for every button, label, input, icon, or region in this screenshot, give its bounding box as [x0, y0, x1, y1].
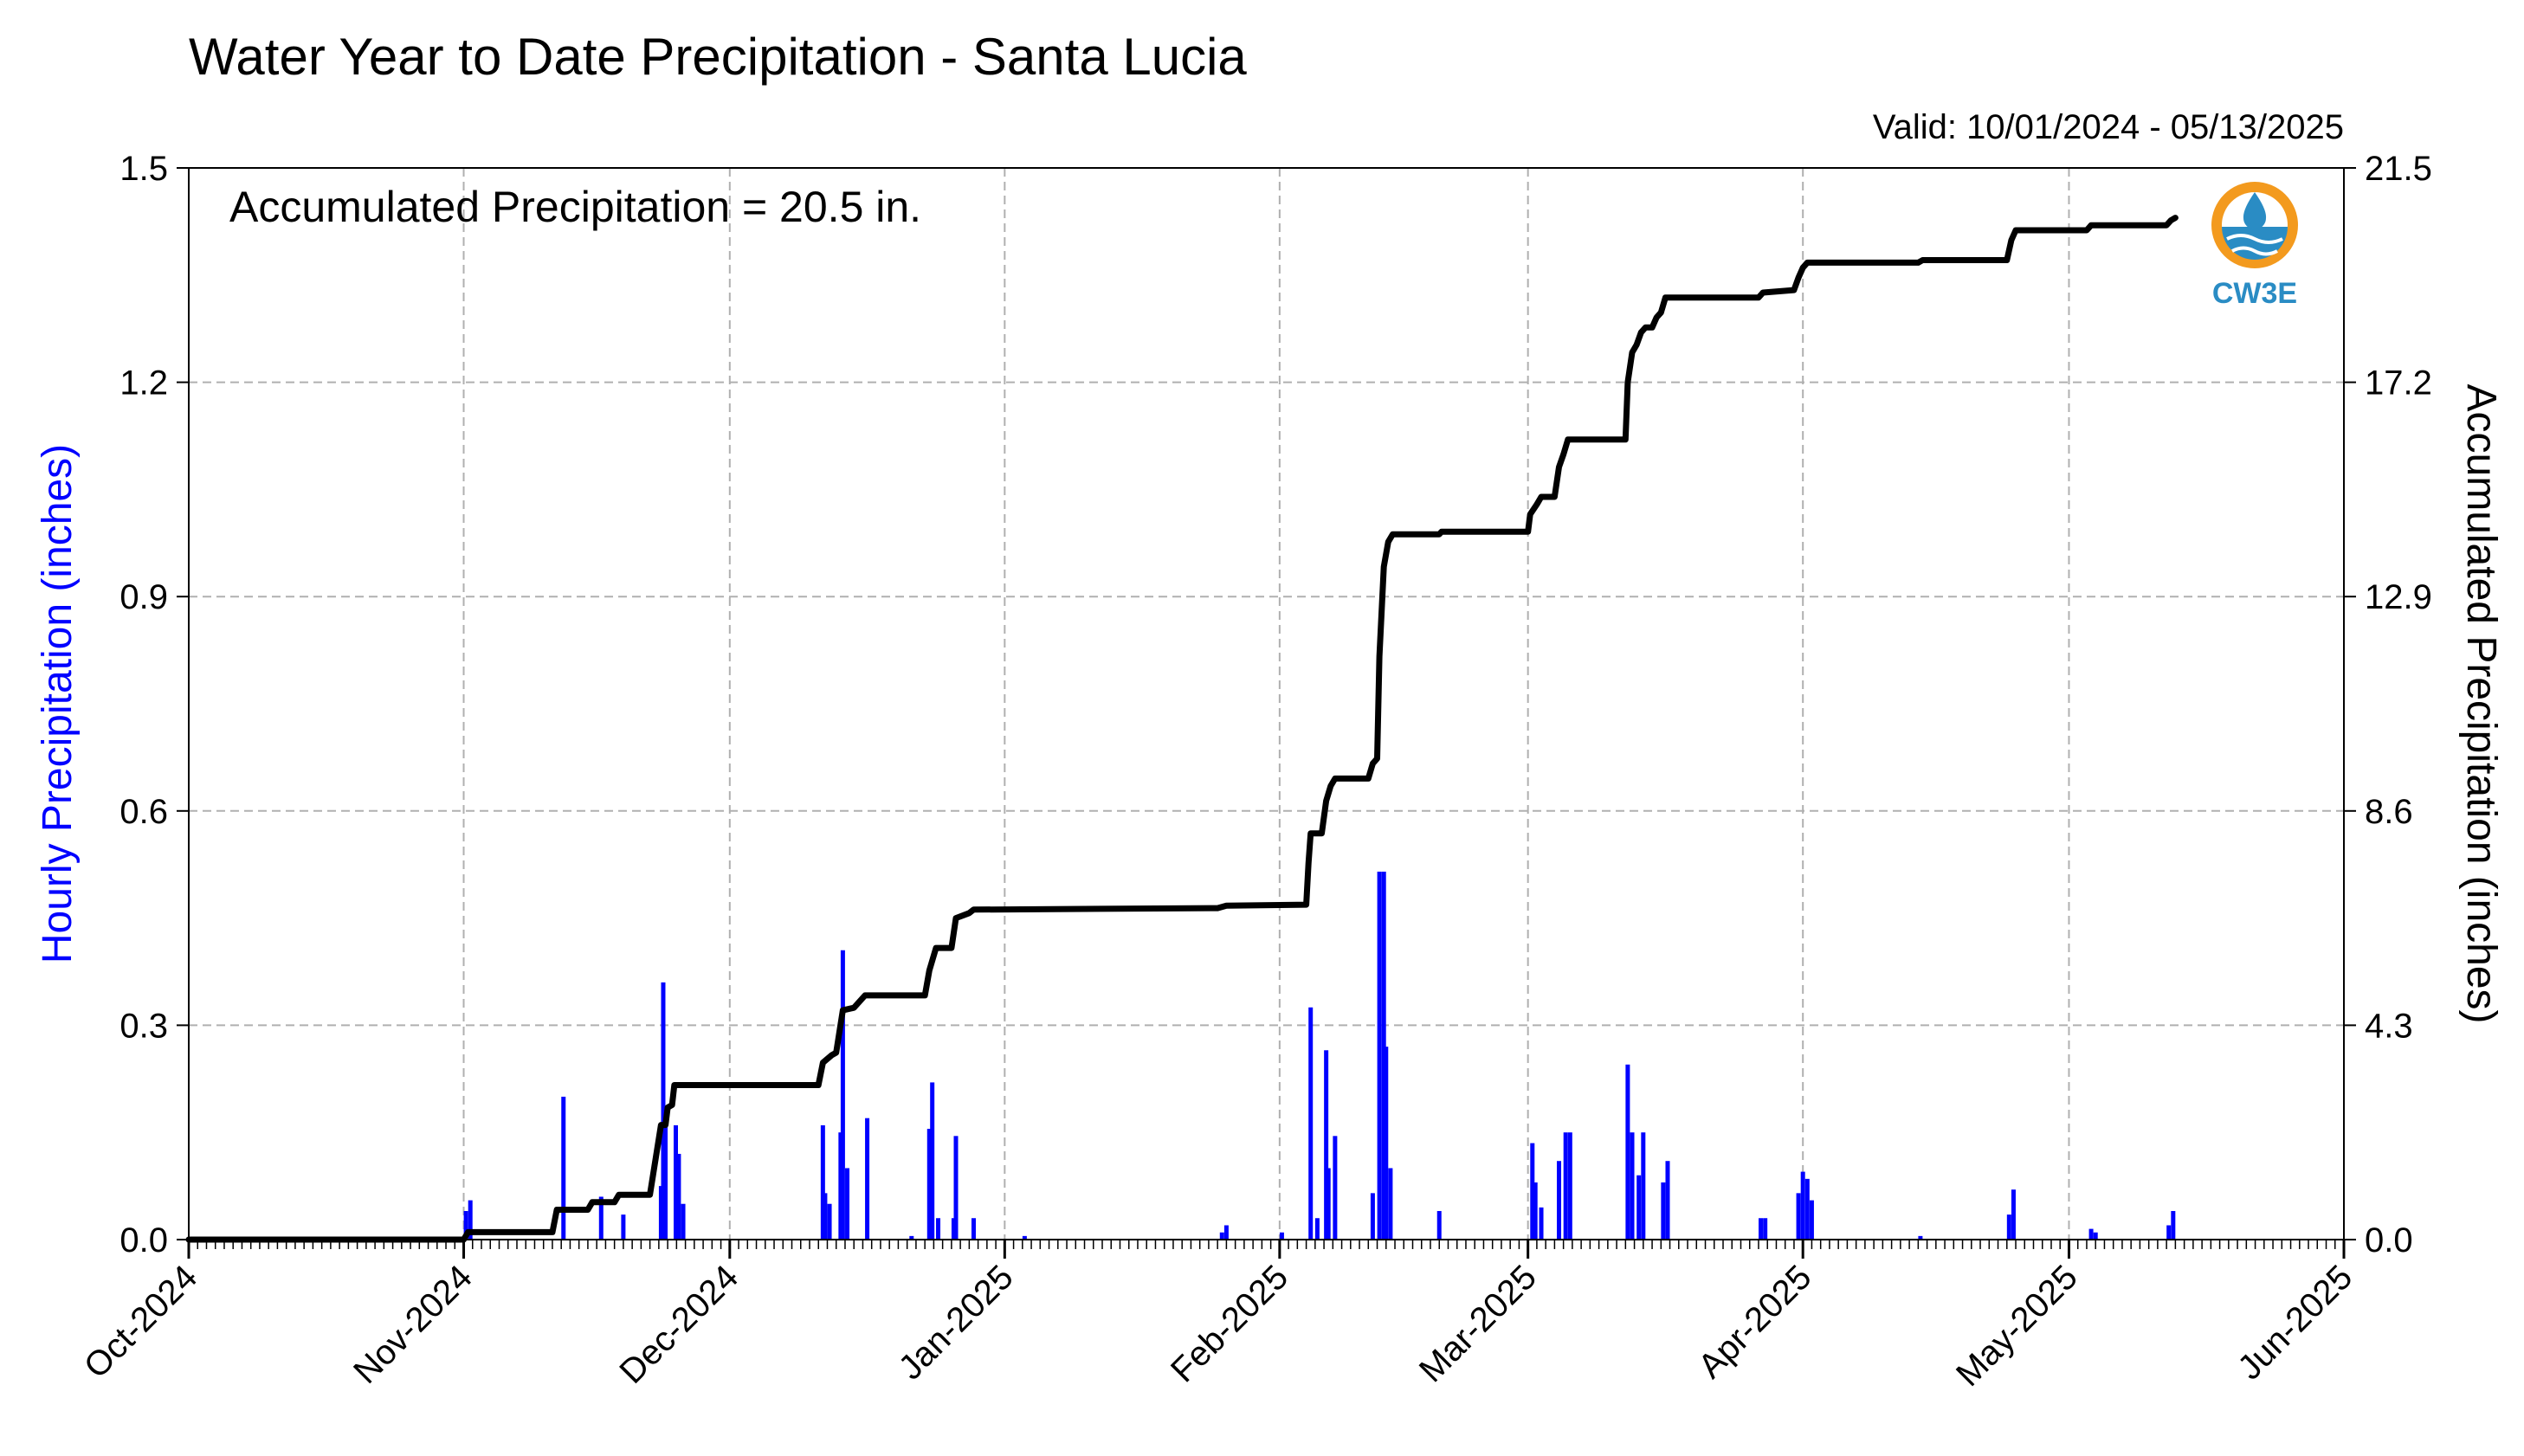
- hourly-bar: [1539, 1207, 1544, 1240]
- hourly-bar: [1641, 1132, 1646, 1240]
- hourly-bar: [926, 1129, 932, 1240]
- hourly-bar: [2011, 1189, 2016, 1240]
- hourly-bar: [909, 1235, 914, 1240]
- hourly-bar: [1759, 1218, 1764, 1240]
- hourly-bar: [1370, 1193, 1375, 1240]
- plot-frame: [188, 167, 2345, 1240]
- hourly-bar: [838, 1132, 843, 1240]
- hourly-bar: [1022, 1235, 1027, 1240]
- hourly-bar: [598, 1196, 604, 1240]
- hourly-bar: [823, 1193, 828, 1240]
- left-y-axis-label: Hourly Precipitation (inches): [35, 444, 81, 963]
- hourly-bar: [1377, 871, 1382, 1240]
- hourly-bar: [1388, 1168, 1393, 1240]
- left-y-tick-label: 0.6: [119, 793, 168, 831]
- gridlines: [189, 168, 2344, 1240]
- hourly-bar: [1625, 1064, 1630, 1240]
- hourly-bar: [2171, 1210, 2176, 1240]
- hourly-bar: [1381, 871, 1386, 1240]
- hourly-bar: [674, 1124, 679, 1240]
- accumulation-annotation: Accumulated Precipitation = 20.5 in.: [229, 183, 921, 231]
- hourly-bar: [681, 1203, 686, 1240]
- left-y-tick-label: 0.0: [119, 1221, 168, 1260]
- right-y-axis: 0.0 4.3 8.6 12.9 17.2 21.5: [2344, 150, 2432, 1260]
- hourly-bar: [1533, 1182, 1538, 1240]
- hourly-bar: [1563, 1132, 1568, 1240]
- right-y-axis-label: Accumulated Precipitation (inches): [2458, 383, 2504, 1023]
- hourly-bar: [1800, 1171, 1805, 1240]
- hourly-bar: [1279, 1232, 1284, 1240]
- hourly-bar: [1436, 1210, 1442, 1240]
- hourly-bar: [2166, 1225, 2172, 1240]
- hourly-bar: [663, 1111, 668, 1240]
- hourly-bar: [2093, 1232, 2098, 1240]
- hourly-bar: [840, 950, 845, 1240]
- hourly-bar: [1665, 1161, 1670, 1240]
- hourly-bar: [1223, 1225, 1229, 1240]
- right-y-tick-label: 8.6: [2365, 793, 2413, 831]
- valid-date-range: Valid: 10/01/2024 - 05/13/2025: [1873, 108, 2344, 146]
- logo-text: CW3E: [2212, 277, 2297, 310]
- right-y-tick-label: 12.9: [2365, 578, 2432, 616]
- right-y-tick-label: 21.5: [2365, 150, 2432, 188]
- left-y-tick-label: 1.2: [119, 364, 168, 403]
- cw3e-logo: CW3E: [2211, 182, 2298, 310]
- hourly-precipitation-bars: [463, 871, 2176, 1240]
- hourly-bar: [661, 982, 666, 1240]
- hourly-bar: [621, 1214, 626, 1240]
- left-y-axis: 0.0 0.3 0.6 0.9 1.2 1.5: [119, 150, 189, 1260]
- hourly-bar: [1308, 1007, 1314, 1240]
- hourly-bar: [845, 1168, 850, 1240]
- hourly-bar: [1796, 1193, 1801, 1240]
- hourly-bar: [1567, 1132, 1572, 1240]
- hourly-bar: [827, 1203, 832, 1240]
- hourly-bar: [676, 1153, 681, 1240]
- hourly-bar: [561, 1096, 566, 1240]
- hourly-bar: [1326, 1168, 1331, 1240]
- right-y-tick-label: 0.0: [2365, 1221, 2413, 1260]
- hourly-bar: [468, 1200, 473, 1240]
- hourly-bar: [1314, 1218, 1320, 1240]
- hourly-bar: [1219, 1232, 1224, 1240]
- hourly-bar: [951, 1218, 956, 1240]
- hourly-bar: [2088, 1228, 2094, 1240]
- hourly-bar: [1384, 1047, 1389, 1240]
- hourly-bar: [1809, 1200, 1814, 1240]
- left-y-tick-label: 0.3: [119, 1007, 168, 1045]
- left-y-tick-label: 0.9: [119, 578, 168, 616]
- hourly-bar: [1661, 1182, 1666, 1240]
- right-y-tick-label: 4.3: [2365, 1007, 2413, 1045]
- left-y-tick-label: 1.5: [119, 150, 168, 188]
- hourly-bar: [1333, 1136, 1338, 1240]
- right-y-tick-label: 17.2: [2365, 364, 2432, 403]
- chart-title: Water Year to Date Precipitation - Santa…: [189, 28, 1247, 86]
- hourly-bar: [930, 1082, 935, 1240]
- hourly-bar: [1763, 1218, 1768, 1240]
- accumulated-precipitation-line: [185, 215, 2179, 1243]
- hourly-bar: [463, 1210, 468, 1240]
- hourly-bar: [820, 1124, 825, 1240]
- hourly-bar: [1557, 1161, 1562, 1240]
- hourly-bar: [1918, 1235, 1923, 1240]
- hourly-bar: [1804, 1178, 1810, 1240]
- hourly-bar: [953, 1136, 959, 1240]
- hourly-bar: [2006, 1214, 2011, 1240]
- hourly-bar: [1636, 1175, 1642, 1240]
- hourly-bar: [865, 1118, 870, 1240]
- hourly-bar: [971, 1218, 976, 1240]
- hourly-bar: [1530, 1143, 1535, 1240]
- hourly-bar: [1630, 1132, 1635, 1240]
- hourly-bar: [1324, 1050, 1329, 1240]
- hourly-bar: [936, 1218, 941, 1240]
- hourly-bar: [658, 1186, 663, 1240]
